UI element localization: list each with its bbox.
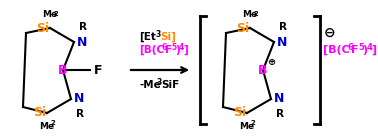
Text: Si]: Si] [160,32,176,42]
Text: Me: Me [239,122,254,131]
Text: R: R [276,109,284,119]
Text: Me: Me [39,122,54,131]
Text: F: F [165,45,172,55]
Text: ⊖: ⊖ [324,26,336,40]
Text: F: F [94,64,102,76]
Text: ⊕: ⊕ [267,57,275,67]
Text: N: N [277,36,287,48]
Text: [B(C: [B(C [139,45,164,55]
Text: Si: Si [33,107,46,120]
Text: Si: Si [236,22,249,34]
Text: R: R [279,22,287,32]
Text: B: B [58,64,68,76]
Text: Me: Me [42,10,57,19]
Text: 2: 2 [253,11,258,17]
Text: 2: 2 [53,11,58,17]
Text: R: R [79,22,87,32]
Text: ]: ] [183,45,188,55]
Text: 4: 4 [179,43,184,52]
Text: R: R [76,109,84,119]
Text: 3: 3 [157,78,162,87]
Text: N: N [274,93,284,106]
Text: 4: 4 [367,43,373,52]
Text: F: F [351,45,358,55]
Text: 6: 6 [161,43,166,52]
Text: Me: Me [242,10,257,19]
Text: 5: 5 [171,43,176,52]
Text: [Et: [Et [139,32,156,42]
Text: Si: Si [233,107,246,120]
Text: N: N [74,93,84,106]
Text: B: B [258,64,268,76]
Text: N: N [77,36,87,48]
Text: 2: 2 [50,120,55,126]
Text: [B(C: [B(C [323,45,350,55]
Text: ]: ] [371,45,376,55]
Text: -Me: -Me [139,80,161,90]
Text: SiF: SiF [161,80,179,90]
Text: Si: Si [36,22,49,34]
Text: 2: 2 [250,120,255,126]
Text: ): ) [175,45,180,55]
Text: 5: 5 [358,43,364,52]
Text: 3: 3 [156,30,161,39]
Text: ): ) [362,45,367,55]
Text: 6: 6 [347,43,353,52]
